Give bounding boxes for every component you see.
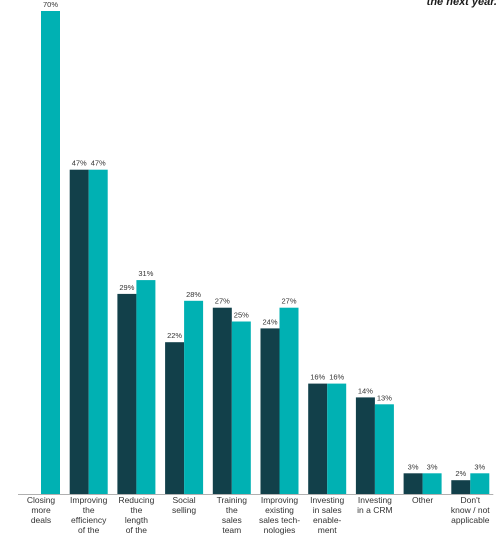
value-label: 16%	[329, 373, 344, 382]
category-label-line: Don't	[461, 495, 481, 505]
category-label-line: more	[31, 505, 51, 515]
bar-dark-5	[260, 328, 280, 494]
category-label-line: Other	[412, 495, 433, 505]
value-label: 25%	[234, 311, 249, 320]
bar-teal-9	[470, 473, 490, 494]
category-label-line: Investing	[358, 495, 392, 505]
category-label: Social selling	[172, 495, 196, 515]
category-label-line: sales	[222, 515, 242, 525]
category-label-line: ment	[318, 525, 338, 535]
value-label: 70%	[43, 0, 58, 9]
category-label-line: Closing	[27, 495, 56, 505]
bar-teal-0	[41, 11, 60, 494]
value-label: 2%	[455, 469, 466, 478]
category-label-line: Improving	[261, 495, 299, 505]
value-label: 22%	[167, 331, 182, 340]
value-label: 28%	[186, 290, 201, 299]
category-label-line: Social	[173, 495, 196, 505]
category-label-line: sales tech-	[259, 515, 300, 525]
value-label: 3%	[408, 462, 419, 471]
value-label: 16%	[310, 373, 325, 382]
category-label-line: in sales	[313, 505, 342, 515]
category-label: Improving the efficiency of the	[70, 495, 108, 535]
value-label: 14%	[358, 386, 373, 395]
bar-dark-4	[212, 307, 232, 494]
value-label: 47%	[91, 159, 106, 168]
category-label-line: of the	[126, 525, 148, 535]
category-label-line: deals	[31, 515, 51, 525]
category-label-line: of the	[78, 525, 100, 535]
bar-dark-9	[451, 480, 471, 494]
corner-caption: the next year.	[426, 0, 497, 8]
category-label-line: Training	[217, 495, 248, 505]
category-label-line: Improving	[70, 495, 108, 505]
bar-teal-6	[327, 383, 347, 494]
category-label: Investing in sales enable-ment	[310, 495, 344, 535]
category-label-line: the	[83, 505, 95, 515]
value-label: 29%	[119, 283, 134, 292]
category-label: Improving existing sales tech-nologies	[259, 495, 300, 535]
value-label: 47%	[72, 159, 87, 168]
category-label: Closing more deals	[27, 495, 56, 525]
category-label-line: selling	[172, 505, 196, 515]
value-label: 24%	[262, 317, 277, 326]
category-label-line: Reducing	[118, 495, 154, 505]
category-label: Don't know / not applicable	[451, 495, 490, 525]
bar-teal-8	[422, 473, 442, 494]
bar-dark-6	[308, 383, 328, 494]
bar-dark-2	[117, 293, 137, 494]
category-label-line: enable-	[313, 515, 342, 525]
bar-teal-7	[374, 404, 394, 494]
category-label-line: team	[222, 525, 241, 535]
category-label-line: know / not	[451, 505, 490, 515]
bar-teal-2	[136, 280, 156, 494]
bars-group	[41, 11, 490, 494]
category-label-line: length	[125, 515, 148, 525]
value-label: 13%	[377, 393, 392, 402]
value-label: 27%	[215, 297, 230, 306]
category-label: Other	[412, 495, 433, 505]
category-label-line: in a CRM	[357, 505, 392, 515]
category-label-line: Investing	[310, 495, 344, 505]
bar-teal-3	[184, 300, 204, 494]
bar-teal-4	[231, 321, 251, 494]
bar-dark-7	[355, 397, 375, 494]
bar-teal-5	[279, 307, 299, 494]
value-label: 31%	[138, 269, 153, 278]
bar-dark-8	[403, 473, 423, 494]
bar-dark-3	[165, 342, 185, 494]
bar-teal-1	[88, 169, 108, 494]
category-label-line: the	[226, 505, 238, 515]
value-label: 3%	[474, 462, 485, 471]
value-labels-group: 70% 47% 47% 29% 31% 22% 28% 27% 25% 24% 27% 16% 16% 1…	[43, 0, 486, 478]
category-label: Training the sales team	[217, 495, 248, 535]
category-label-line: existing	[265, 505, 294, 515]
category-label-line: the	[130, 505, 142, 515]
category-label: Reducing the length of the	[118, 495, 154, 535]
category-label-line: efficiency	[71, 515, 107, 525]
value-label: 3%	[427, 462, 438, 471]
category-label-line: applicable	[451, 515, 490, 525]
value-label: 27%	[281, 297, 296, 306]
category-label-line: nologies	[264, 525, 296, 535]
category-label: Investing in a CRM	[357, 495, 392, 515]
bar-dark-1	[69, 169, 89, 494]
